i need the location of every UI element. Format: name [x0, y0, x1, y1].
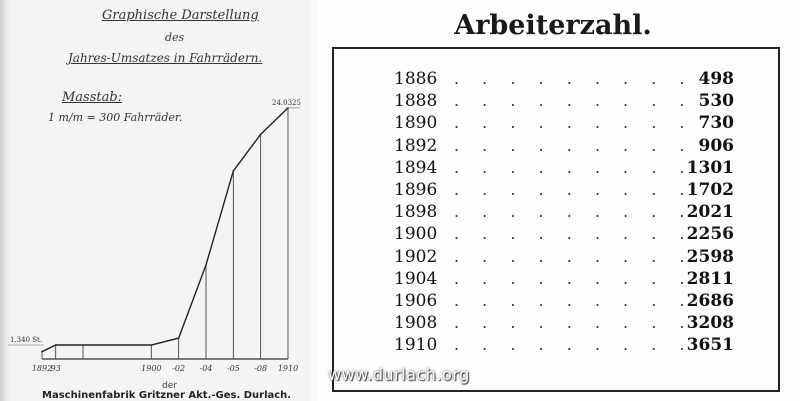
row-year: 1906: [394, 291, 438, 311]
x-tick-label: -02: [172, 364, 185, 373]
x-tick-label: -04: [200, 364, 213, 373]
scale-value: 1 m/m = 300 Fahrräder.: [48, 111, 183, 124]
row-dot-leader: . . . . . . . . . . . .: [454, 91, 684, 111]
row-value: 2811: [686, 268, 734, 289]
scan-edge: [0, 0, 10, 401]
row-dot-leader: . . . . . . . . . . . .: [454, 291, 684, 310]
row-dot-leader: . . . . . . . . . . . .: [454, 224, 684, 244]
row-year: 1910: [394, 335, 438, 356]
table-title: Arbeiterzahl.: [454, 10, 652, 41]
row-dot-leader: . . . . . . . . . . . .: [454, 246, 684, 266]
row-value: 2256: [686, 224, 734, 245]
row-year: 1908: [394, 313, 438, 334]
scale-title: Masstab:: [62, 90, 123, 105]
row-year: 1902: [394, 246, 438, 267]
row-value: 1301: [686, 157, 734, 178]
watermark: www.durlach.org: [328, 365, 470, 384]
row-dot-leader: . . . . . . . . . . . .: [454, 335, 684, 355]
x-tick-label: -08: [254, 364, 267, 373]
row-value: 730: [698, 113, 735, 134]
row-value: 498: [698, 69, 735, 89]
row-dot-leader: . . . . . . . . . . . .: [454, 69, 684, 88]
row-value: 3651: [686, 335, 734, 356]
footer-company: Maschinenfabrik Gritzner Akt.-Ges. Durla…: [42, 390, 292, 401]
x-tick-label: -05: [227, 364, 240, 373]
sales-series-line: [41, 107, 289, 353]
table-row: 1908 . . . . . . . . . . . .3208: [334, 313, 782, 335]
row-value: 530: [698, 91, 735, 112]
row-value: 2598: [686, 246, 734, 267]
row-value: 906: [698, 135, 735, 156]
footer-der: der: [162, 381, 177, 391]
row-year: 1896: [394, 180, 438, 200]
graph-panel: Graphische Darstellung des Jahres-Umsatz…: [0, 0, 310, 401]
row-dot-leader: . . . . . . . . . . . .: [454, 135, 684, 155]
x-tick-label: 1900: [141, 364, 161, 373]
x-tick-label: 1892: [32, 364, 52, 373]
row-value: 2686: [686, 291, 734, 311]
data-point: [259, 133, 262, 136]
row-dot-leader: . . . . . . . . . . . .: [454, 113, 684, 133]
table-row: 1894 . . . . . . . . . . . .1301: [334, 158, 782, 180]
annotation-label: 24.0325: [272, 99, 301, 107]
row-year: 1900: [394, 224, 438, 245]
data-point: [41, 350, 43, 353]
table-row: 1910 . . . . . . . . . . . .3651: [334, 335, 782, 357]
table-row: 1896 . . . . . . . . . . . .1702: [334, 180, 782, 202]
row-year: 1892: [394, 135, 438, 156]
graph-title-des: des: [165, 31, 185, 44]
graph-title: Graphische Darstellung: [102, 8, 259, 23]
table-row: 1888 . . . . . . . . . . . . 530: [334, 91, 782, 113]
table-row: 1892 . . . . . . . . . . . . 906: [334, 136, 782, 158]
row-year: 1904: [394, 268, 438, 289]
table-frame: 1886 . . . . . . . . . . . . 498 1888 . . . …: [332, 47, 780, 392]
data-point: [205, 264, 207, 266]
data-point: [150, 344, 153, 346]
row-dot-leader: . . . . . . . . . . . .: [454, 202, 684, 222]
table-row: 1902 . . . . . . . . . . . .2598: [334, 247, 782, 269]
graph-subtitle: Jahres-Umsatzes in Fahrrädern.: [68, 51, 263, 65]
table-row: 1900 . . . . . . . . . . . .2256: [334, 224, 782, 246]
table-row: 1906 . . . . . . . . . . . .2686: [334, 291, 782, 313]
x-tick-label: 93: [51, 364, 61, 373]
data-point: [54, 344, 57, 346]
row-value: 1702: [686, 180, 734, 200]
row-value: 2021: [686, 202, 734, 223]
row-year: 1886: [394, 69, 438, 89]
data-point: [232, 170, 235, 172]
row-dot-leader: . . . . . . . . . . . .: [454, 268, 684, 288]
data-point: [82, 344, 84, 346]
row-dot-leader: . . . . . . . . . . . .: [454, 180, 684, 199]
row-year: 1894: [394, 157, 438, 178]
table-row: 1890 . . . . . . . . . . . . 730: [334, 113, 782, 135]
row-dot-leader: . . . . . . . . . . . .: [454, 157, 684, 177]
row-year: 1888: [394, 91, 438, 112]
table-row: 1904 . . . . . . . . . . . .2811: [334, 269, 782, 291]
table-panel: Arbeiterzahl. 1886 . . . . . . . . . . . …: [318, 0, 800, 401]
table-row: 1898 . . . . . . . . . . . .2021: [334, 202, 782, 224]
row-year: 1890: [394, 113, 438, 134]
row-value: 3208: [686, 313, 734, 334]
x-tick-label: 1910: [278, 364, 298, 373]
row-dot-leader: . . . . . . . . . . . .: [454, 313, 684, 333]
annotation-label: 1.340 St.: [10, 336, 42, 344]
table-row: 1886 . . . . . . . . . . . . 498: [334, 69, 782, 91]
data-point: [177, 337, 180, 339]
row-year: 1898: [394, 202, 438, 223]
